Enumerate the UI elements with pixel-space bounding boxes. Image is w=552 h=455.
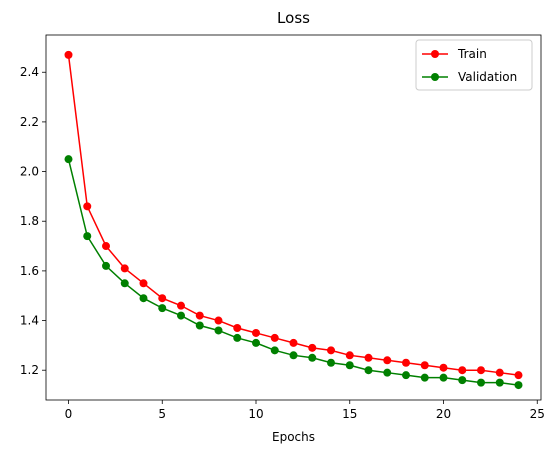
data-point-validation	[177, 311, 185, 320]
data-point-train	[458, 366, 467, 375]
x-tick-label: 5	[158, 407, 166, 421]
y-tick-label: 2.0	[20, 165, 39, 179]
y-tick-label: 1.2	[20, 363, 39, 377]
data-point-train	[308, 343, 317, 352]
data-point-train	[289, 338, 298, 347]
x-tick-label: 10	[248, 407, 263, 421]
y-tick-label: 1.8	[20, 214, 39, 228]
data-point-train	[214, 316, 223, 325]
data-point-validation	[420, 373, 429, 382]
y-tick-label: 2.4	[20, 65, 39, 79]
data-point-validation	[102, 261, 110, 270]
data-point-validation	[477, 378, 485, 387]
series-layer	[64, 50, 523, 390]
data-point-train	[120, 264, 129, 273]
data-point-train	[383, 356, 392, 365]
data-point-validation	[402, 371, 410, 380]
data-point-train	[495, 368, 504, 377]
data-point-validation	[195, 321, 204, 330]
data-point-train	[327, 346, 335, 355]
data-point-train	[514, 371, 523, 380]
x-axis: 0 5 10 15 20 25	[65, 400, 545, 421]
data-point-train	[83, 202, 92, 211]
data-point-validation	[495, 378, 504, 387]
legend-swatch-marker	[431, 73, 439, 81]
data-point-train	[252, 328, 260, 337]
legend-swatch-marker	[431, 50, 439, 58]
data-point-validation	[214, 326, 223, 335]
data-point-validation	[270, 346, 279, 355]
plot-frame	[45, 34, 542, 401]
series-line-validation	[67, 158, 519, 386]
y-axis: 1.2 1.4 1.6 1.8 2.0 2.2 2.4	[20, 65, 46, 377]
data-point-validation	[514, 381, 523, 390]
data-point-validation	[308, 353, 317, 362]
data-point-train	[364, 353, 373, 362]
data-point-train	[158, 294, 167, 303]
data-point-validation	[458, 376, 467, 385]
y-tick-label: 2.2	[20, 115, 39, 129]
x-tick-label: 15	[342, 407, 357, 421]
data-point-train	[195, 311, 204, 320]
data-point-validation	[64, 155, 73, 164]
data-point-train	[420, 361, 429, 370]
data-point-train	[233, 323, 242, 332]
data-point-validation	[120, 279, 129, 288]
data-point-train	[345, 351, 354, 360]
x-tick-label: 0	[65, 407, 73, 421]
legend-label-validation: Validation	[458, 70, 517, 84]
data-point-validation	[289, 351, 298, 360]
data-point-validation	[383, 368, 392, 377]
data-point-train	[102, 242, 110, 251]
data-point-train	[177, 301, 185, 310]
data-point-validation	[327, 358, 335, 367]
data-point-validation	[364, 366, 373, 375]
data-point-train	[402, 358, 410, 367]
data-point-train	[139, 279, 148, 288]
data-point-validation	[233, 333, 242, 342]
data-point-validation	[439, 373, 448, 382]
data-point-train	[270, 333, 279, 342]
y-tick-label: 1.4	[20, 314, 39, 328]
data-point-train	[64, 50, 73, 59]
x-tick-label: 20	[436, 407, 451, 421]
legend: Train Validation	[415, 39, 533, 91]
x-tick-label: 25	[530, 407, 545, 421]
chart-title: Loss	[277, 9, 310, 27]
y-tick-label: 1.6	[20, 264, 39, 278]
data-point-train	[477, 366, 485, 375]
data-point-validation	[139, 294, 148, 303]
x-axis-label: Epochs	[272, 430, 315, 444]
data-point-validation	[345, 361, 354, 370]
data-point-validation	[83, 232, 92, 241]
data-point-validation	[158, 304, 167, 313]
data-point-train	[439, 363, 448, 372]
legend-label-train: Train	[457, 47, 487, 61]
series-line-train	[67, 54, 519, 376]
data-point-validation	[252, 338, 260, 347]
